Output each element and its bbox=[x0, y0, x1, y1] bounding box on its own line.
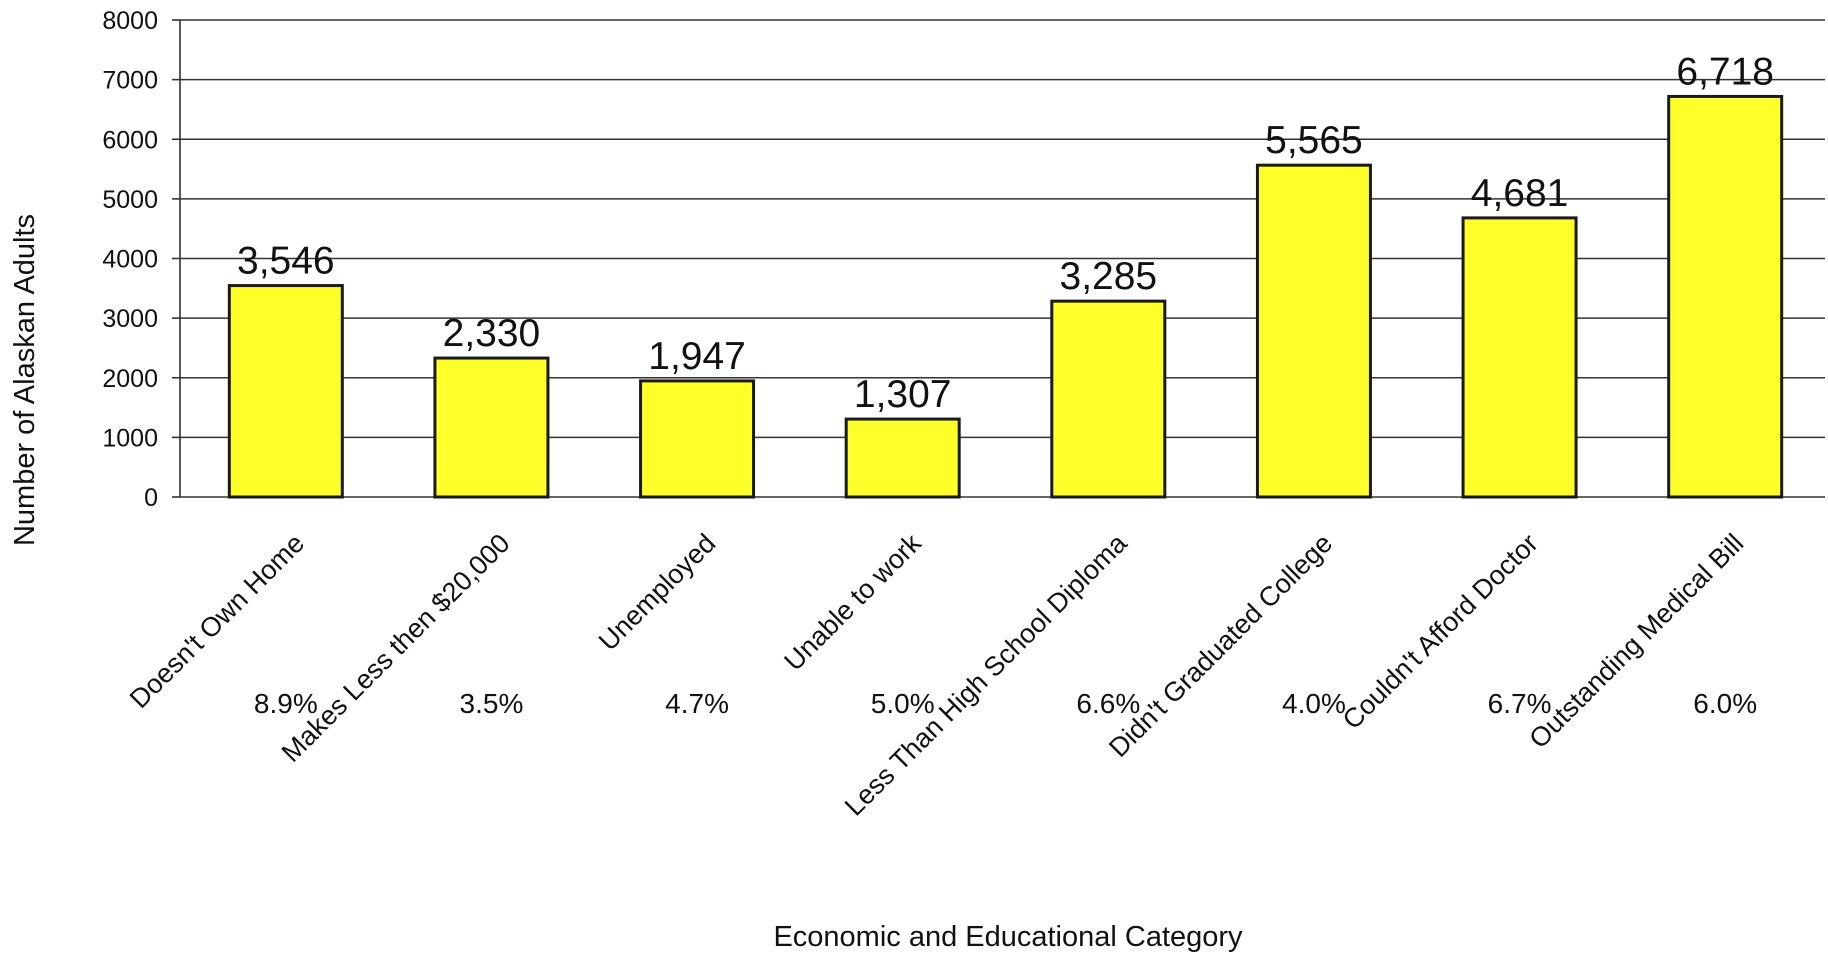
category-label: Outstanding Medical Bill bbox=[1523, 528, 1749, 754]
category-label: Unemployed bbox=[593, 528, 721, 656]
data-labels: 3,546 2,330 1,947 1,307 3,285 5,565 4,681 6,718 bbox=[237, 50, 1774, 416]
percent-label: 5.0% bbox=[871, 688, 935, 719]
bar bbox=[227, 284, 344, 499]
bar bbox=[1461, 216, 1578, 499]
bar bbox=[1667, 94, 1784, 499]
bar bbox=[1255, 163, 1372, 499]
bar bbox=[1050, 299, 1167, 499]
y-tick-label: 5000 bbox=[102, 186, 158, 214]
percent-label: 8.9% bbox=[254, 688, 318, 719]
bar bbox=[433, 356, 550, 499]
y-tick-label: 3000 bbox=[102, 305, 158, 333]
percent-label: 6.0% bbox=[1693, 688, 1757, 719]
bar-value-label: 1,947 bbox=[648, 335, 746, 378]
category-label: Unable to work bbox=[778, 528, 927, 677]
bar bbox=[639, 379, 756, 499]
bar bbox=[844, 417, 961, 499]
gridlines bbox=[180, 19, 1825, 498]
y-tick-label: 8000 bbox=[102, 7, 158, 35]
bar-value-label: 6,718 bbox=[1676, 50, 1774, 93]
percent-label: 3.5% bbox=[460, 688, 524, 719]
percent-label: 6.6% bbox=[1076, 688, 1140, 719]
y-tick-label: 1000 bbox=[102, 424, 158, 452]
percent-label: 4.7% bbox=[665, 688, 729, 719]
percent-labels: 8.9% 3.5% 4.7% 5.0% 6.6% 4.0% 6.7% 6.0% bbox=[254, 688, 1757, 719]
bars bbox=[227, 94, 1784, 499]
percent-label: 4.0% bbox=[1282, 688, 1346, 719]
y-axis-title: Number of Alaskan Adults bbox=[9, 214, 41, 546]
bar-value-label: 4,681 bbox=[1471, 172, 1569, 215]
percent-label: 6.7% bbox=[1488, 688, 1552, 719]
bar-value-label: 3,546 bbox=[237, 240, 335, 283]
axes: 0 1000 2000 3000 4000 5000 6000 7000 8000 bbox=[102, 7, 181, 512]
bar-value-label: 1,307 bbox=[854, 373, 952, 416]
bar-value-label: 3,285 bbox=[1060, 255, 1158, 298]
category-label: Didn't Graduated College bbox=[1103, 528, 1338, 763]
y-tick-label: 0 bbox=[144, 484, 158, 512]
y-tick-label: 4000 bbox=[102, 246, 158, 274]
category-label: Makes Less then $20,000 bbox=[276, 528, 516, 768]
category-label: Doesn't Own Home bbox=[124, 528, 310, 714]
y-tick-label: 7000 bbox=[102, 67, 158, 95]
y-tick-label: 2000 bbox=[102, 365, 158, 393]
x-axis-title: Economic and Educational Category bbox=[773, 921, 1243, 953]
bar-value-label: 2,330 bbox=[443, 312, 541, 355]
y-tick-label: 6000 bbox=[102, 126, 158, 154]
bar-value-label: 5,565 bbox=[1265, 119, 1363, 162]
